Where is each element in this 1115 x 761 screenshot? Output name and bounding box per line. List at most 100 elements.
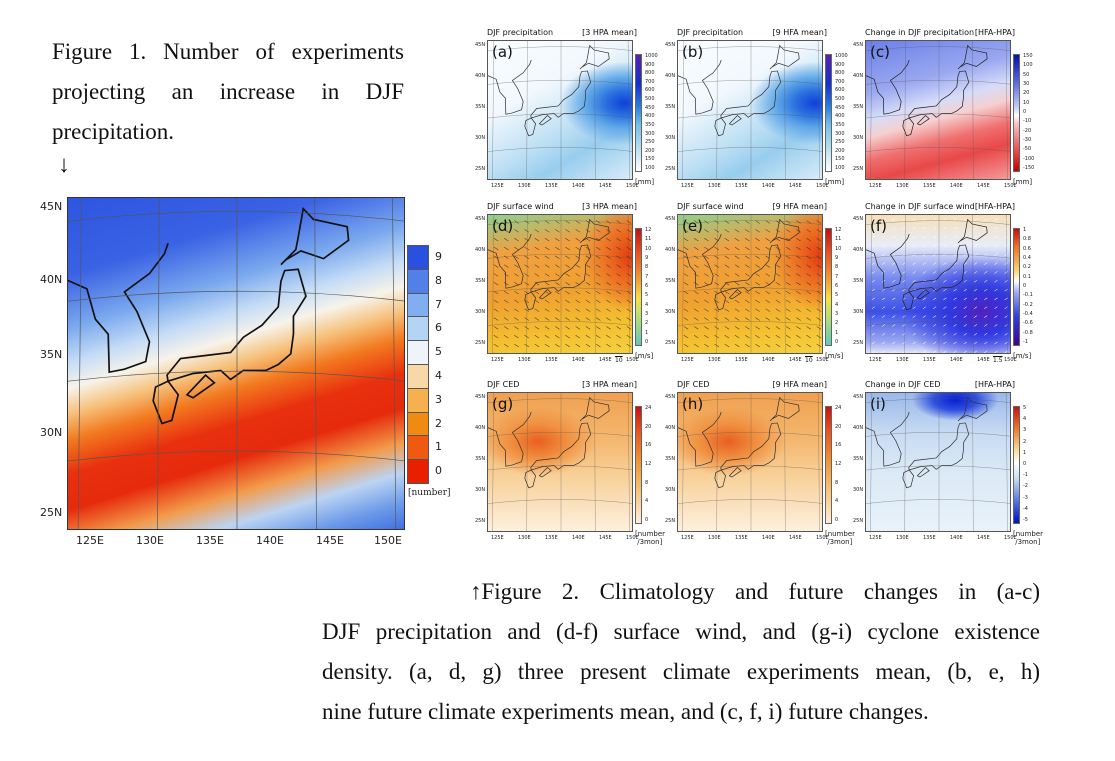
wind-vector bbox=[693, 282, 699, 286]
wind-vector bbox=[693, 343, 699, 348]
wind-vector bbox=[626, 308, 632, 312]
wind-vector bbox=[514, 335, 519, 339]
wind-vector bbox=[704, 317, 709, 321]
wind-vector bbox=[683, 299, 689, 303]
wind-vector bbox=[922, 271, 927, 274]
wind-vector bbox=[871, 332, 875, 336]
wind-vector bbox=[606, 343, 611, 348]
coastline bbox=[488, 233, 532, 289]
wind-vector bbox=[693, 308, 699, 312]
wind-vector bbox=[595, 290, 601, 295]
wind-vector bbox=[1004, 244, 1008, 248]
wind-vector bbox=[892, 350, 896, 353]
lon-label: 125E bbox=[869, 535, 882, 541]
lat-label: 35N bbox=[475, 104, 486, 110]
wind-vector bbox=[953, 244, 957, 248]
wind-vector bbox=[683, 264, 689, 268]
wind-vector bbox=[943, 341, 947, 345]
wind-vector bbox=[902, 235, 906, 239]
wind-vector bbox=[755, 335, 760, 339]
wind-vector bbox=[575, 290, 581, 295]
colorbar-label: 8 bbox=[645, 479, 649, 486]
wind-vector bbox=[796, 273, 801, 277]
panel-map: (i) bbox=[865, 392, 1011, 532]
parallel-line bbox=[488, 465, 632, 471]
panel-title: DJF surface wind [3 HPA mean] bbox=[487, 202, 637, 211]
wind-vector bbox=[544, 264, 550, 268]
wind-vector bbox=[765, 335, 771, 339]
wind-vector bbox=[912, 235, 916, 239]
wind-vector bbox=[693, 238, 699, 242]
wind-vector bbox=[724, 299, 730, 303]
panel-letter: (b) bbox=[682, 43, 704, 61]
lat-label: 30N bbox=[665, 309, 676, 315]
wind-vector bbox=[595, 255, 601, 259]
coastline bbox=[524, 117, 536, 137]
coastline bbox=[538, 288, 552, 300]
wind-vector bbox=[534, 299, 540, 303]
panel-colorbar bbox=[1013, 54, 1020, 172]
wind-vector bbox=[745, 335, 750, 339]
colorbar-label: 3 bbox=[835, 311, 839, 317]
lat-label: 30N bbox=[475, 135, 486, 141]
wind-vector bbox=[606, 308, 611, 312]
wind-vector bbox=[714, 282, 720, 286]
wind-vector bbox=[806, 246, 812, 251]
coastline bbox=[579, 396, 610, 422]
wind-vector bbox=[565, 264, 570, 268]
meridian-line bbox=[904, 41, 906, 179]
wind-vector bbox=[933, 271, 937, 274]
wind-vector bbox=[724, 335, 730, 339]
wind-vector bbox=[922, 218, 927, 221]
wind-vector bbox=[606, 273, 611, 277]
wind-vector bbox=[514, 317, 519, 321]
lon-label: 145E bbox=[977, 535, 990, 541]
wind-vector bbox=[544, 326, 550, 330]
wind-vector bbox=[902, 244, 906, 248]
wind-vector bbox=[734, 264, 740, 268]
wind-vector bbox=[953, 218, 957, 221]
wind-vector bbox=[704, 238, 709, 242]
parallel-line bbox=[866, 147, 1010, 152]
panel-ced-change: Change in DJF CED [HFA-HPA] (i) 5 4 3 2 1 0 -1 -2 -… bbox=[853, 380, 1043, 550]
coastline bbox=[714, 117, 726, 137]
meridian-line bbox=[972, 393, 974, 531]
wind-vector bbox=[871, 262, 875, 265]
wind-vector bbox=[973, 280, 978, 283]
wind-vector bbox=[806, 308, 812, 312]
panel-letter: (g) bbox=[492, 395, 514, 413]
wind-vector bbox=[775, 335, 781, 339]
meridian-line bbox=[526, 41, 528, 179]
panel-map: (d) bbox=[487, 214, 633, 354]
meridian-line bbox=[818, 41, 820, 179]
wind-vector bbox=[503, 229, 509, 233]
wind-vector bbox=[871, 227, 875, 230]
figure1-colorbar-unit: [number] bbox=[408, 488, 451, 498]
wind-vector bbox=[871, 306, 875, 309]
colorbar-label: 4 bbox=[1023, 416, 1027, 423]
wind-vector bbox=[933, 244, 937, 248]
wind-vector bbox=[785, 335, 791, 339]
lat-label: 40N bbox=[40, 273, 63, 286]
coastline bbox=[166, 268, 307, 383]
wind-vector bbox=[606, 282, 611, 286]
lon-label: 140E bbox=[950, 535, 963, 541]
panel-colorbar bbox=[635, 54, 642, 172]
wind-vector bbox=[616, 299, 622, 303]
panel-title-tag: [HFA-HPA] bbox=[974, 28, 1015, 37]
panel-title: Change in DJF CED [HFA-HPA] bbox=[865, 380, 1015, 389]
wind-vector bbox=[565, 238, 570, 242]
wind-vector bbox=[775, 352, 777, 353]
colorbar-label: 700 bbox=[645, 78, 655, 85]
wind-vector bbox=[871, 297, 875, 301]
wind-vector bbox=[973, 253, 978, 257]
panel-wind-change: Change in DJF surface wind [HFA-HPA] (f) 1 0… bbox=[853, 202, 1043, 372]
wind-vector bbox=[973, 271, 978, 274]
meridian-line bbox=[818, 215, 820, 353]
wind-vector bbox=[984, 218, 988, 221]
wind-vector bbox=[606, 352, 607, 353]
wind-vector bbox=[755, 290, 760, 295]
down-arrow-icon: ↓ bbox=[58, 152, 70, 178]
colorbar-swatch bbox=[407, 435, 429, 461]
lat-label: 45N bbox=[665, 394, 676, 400]
